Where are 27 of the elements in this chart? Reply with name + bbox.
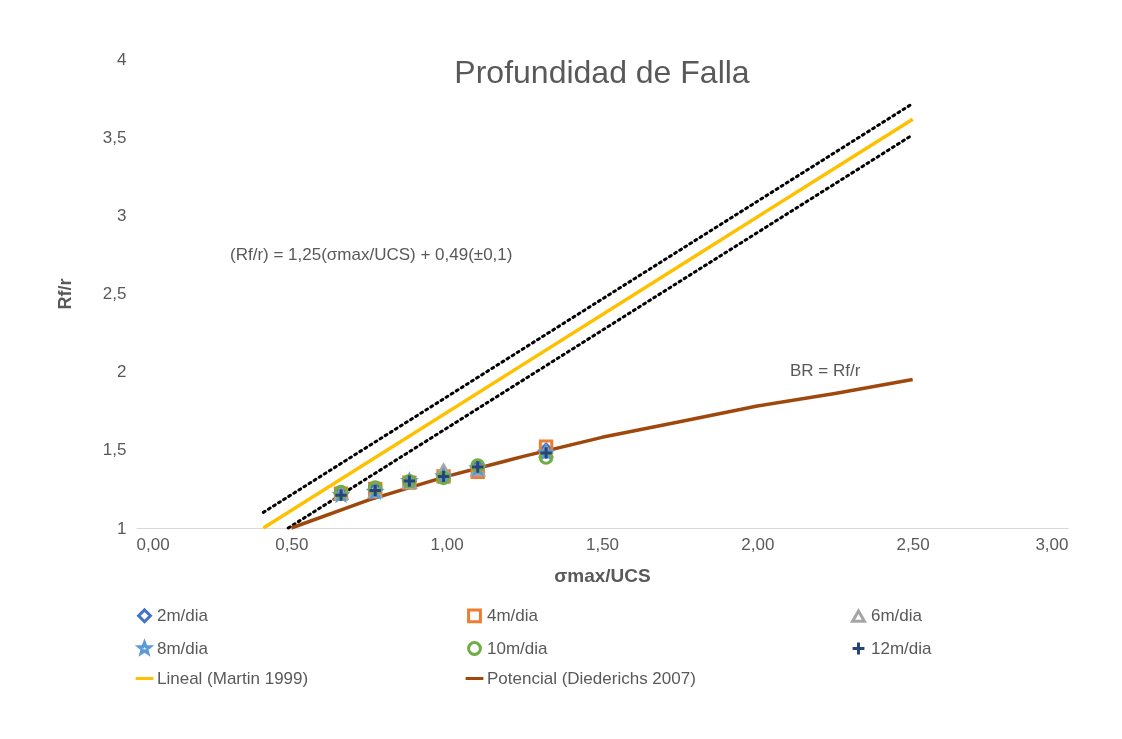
x-tick-label: 1,50 <box>585 534 620 554</box>
legend-label: 2m/dia <box>157 605 209 625</box>
legend-label: 6m/dia <box>871 606 923 626</box>
x-tick-label: 2,50 <box>896 534 930 554</box>
legend-label: Potencial (Diederichs 2007) <box>487 668 696 688</box>
x-tick-label: 2,00 <box>741 534 775 554</box>
y-tick-label: 2,5 <box>102 284 127 303</box>
x-tick-label: 0,00 <box>136 534 170 554</box>
annotation: BR = Rf/r <box>790 361 861 380</box>
chart-title: Profundidad de Falla <box>454 54 750 90</box>
y-axis-title: Rf/r <box>54 278 75 310</box>
y-tick-label: 1,5 <box>102 440 127 460</box>
annotation: (Rf/r) = 1,25(σmax/UCS) + 0,49(±0,1) <box>230 245 513 264</box>
x-axis-title: σmax/UCS <box>554 564 651 586</box>
y-tick-label: 2 <box>117 362 127 382</box>
legend-label: Lineal (Martin 1999) <box>157 668 309 688</box>
x-tick-label: 3,00 <box>1035 534 1069 554</box>
x-tick-label: 1,00 <box>430 534 464 554</box>
y-tick-label: 3,5 <box>102 127 127 147</box>
y-tick-label: 4 <box>117 49 127 69</box>
legend-label: 12m/dia <box>871 638 933 658</box>
legend-label: 4m/dia <box>487 605 539 625</box>
y-tick-label: 1 <box>117 518 127 538</box>
legend-label: 10m/dia <box>487 638 549 658</box>
x-tick-label: 0,50 <box>275 534 309 554</box>
legend-label: 8m/dia <box>157 638 209 658</box>
y-tick-label: 3 <box>117 205 127 225</box>
